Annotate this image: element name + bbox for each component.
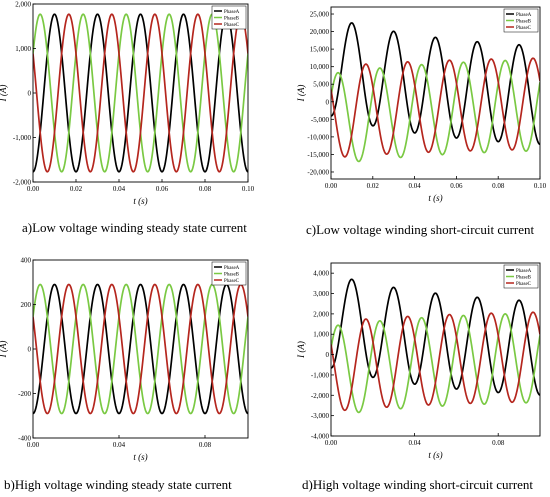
series-line-phasec	[33, 283, 248, 415]
legend-label-phaseb: PhaseB	[224, 16, 240, 21]
y-tick-label: 20,000	[310, 28, 330, 36]
x-tick-label: 0.00	[27, 185, 40, 193]
caption-c: c)Low voltage winding short-circuit curr…	[306, 222, 535, 237]
x-tick-label: 0.00	[27, 441, 40, 449]
plot-area	[33, 13, 248, 173]
plot-area	[33, 283, 248, 415]
plot-area	[331, 278, 540, 414]
series-line-phasea	[331, 22, 540, 146]
y-tick-label: 1,000	[15, 45, 31, 53]
y-tick-label: -1,000	[13, 134, 32, 142]
series-line-phasea	[33, 283, 248, 415]
legend-label-phasec: PhaseC	[224, 23, 240, 28]
y-tick-label: -1,000	[311, 371, 330, 379]
series-line-phasea	[33, 13, 248, 173]
legend-label-phasec: PhaseC	[224, 279, 240, 284]
x-tick-label: 0.00	[325, 439, 338, 447]
y-tick-label: 200	[21, 301, 32, 309]
y-tick-label: 0	[28, 90, 32, 98]
series-line-phasec	[33, 13, 248, 173]
y-tick-label: -2,000	[311, 392, 330, 400]
legend-label-phasec: PhaseC	[516, 26, 532, 31]
legend-label-phasea: PhaseA	[516, 13, 532, 18]
y-axis-label: I (A)	[0, 85, 8, 103]
x-tick-label: 0.04	[408, 182, 421, 190]
y-tick-label: 25,000	[310, 11, 330, 19]
legend-label-phasea: PhaseA	[224, 266, 240, 271]
y-tick-label: -10,000	[307, 133, 329, 141]
y-tick-label: -15,000	[307, 151, 329, 159]
x-tick-label: 0.08	[492, 182, 505, 190]
x-tick-label: 0.08	[492, 439, 505, 447]
y-tick-label: -2,000	[13, 179, 32, 187]
y-tick-label: -20,000	[307, 168, 329, 176]
x-tick-label: 0.06	[156, 185, 169, 193]
legend-label-phasea: PhaseA	[516, 269, 532, 274]
y-axis-label: I (A)	[0, 341, 8, 359]
y-tick-label: -400	[18, 435, 31, 443]
plot-frame	[330, 6, 541, 180]
x-tick-label: 0.04	[113, 441, 126, 449]
x-tick-label: 0.02	[367, 182, 380, 190]
y-tick-label: 0	[326, 351, 330, 359]
caption-a: a)Low voltage winding steady state curre…	[22, 220, 247, 235]
chart-c: 0.00 0.02 0.04 0.06 0.08 0.10 -20,000 -15,000 -1…	[296, 6, 547, 203]
x-axis-label: t (s)	[133, 452, 147, 462]
x-tick-label: 0.06	[450, 182, 463, 190]
y-axis-label: I (A)	[296, 341, 306, 359]
y-tick-label: 2,000	[313, 310, 329, 318]
x-tick-label: 0.08	[199, 441, 212, 449]
series-line-phasea	[331, 278, 540, 396]
x-axis-label: t (s)	[428, 450, 442, 460]
y-axis-label: I (A)	[296, 85, 306, 103]
caption-d: d)High voltage winding short-circuit cur…	[302, 477, 534, 492]
x-tick-label: 0.02	[70, 185, 83, 193]
plot-area	[331, 22, 540, 163]
chart-a: 0.00 0.02 0.04 0.06 0.08 0.10 -2,000 -1,000 0 1,0…	[0, 1, 255, 207]
legend-label-phaseb: PhaseB	[516, 19, 532, 24]
legend-label-phasea: PhaseA	[224, 10, 240, 15]
y-tick-label: 0	[326, 98, 330, 106]
plot-frame	[330, 262, 541, 437]
y-tick-label: 4,000	[313, 270, 329, 278]
x-axis-label: t (s)	[428, 193, 442, 203]
x-tick-label: 0.04	[113, 185, 126, 193]
y-tick-label: 5,000	[313, 81, 329, 89]
y-tick-label: -5,000	[311, 116, 330, 124]
y-tick-label: 15,000	[310, 46, 330, 54]
y-tick-label: 3,000	[313, 290, 329, 298]
caption-b: b)High voltage winding steady state curr…	[4, 477, 232, 492]
x-tick-label: 0.10	[534, 182, 547, 190]
y-tick-label: -200	[18, 390, 31, 398]
x-tick-label: 0.08	[199, 185, 212, 193]
y-tick-label: 0	[28, 346, 32, 354]
y-tick-label: 2,000	[15, 1, 31, 9]
y-tick-label: -3,000	[311, 412, 330, 420]
y-tick-label: 10,000	[310, 63, 330, 71]
series-line-phasec	[331, 57, 540, 158]
legend-label-phaseb: PhaseB	[224, 272, 240, 277]
legend-label-phaseb: PhaseB	[516, 275, 532, 280]
chart-d: 0.00 0.04 0.08 -4,000 -3,000 -2,000 -1,000 0 1,0…	[296, 262, 541, 460]
x-tick-label: 0.10	[242, 185, 255, 193]
legend-label-phasec: PhaseC	[516, 282, 532, 287]
y-tick-label: -4,000	[311, 433, 330, 441]
y-tick-label: 1,000	[313, 331, 329, 339]
chart-b: 0.00 0.04 0.08 -400 -200 0 200 400 t (s) I (A) Pha…	[0, 257, 249, 462]
x-tick-label: 0.04	[408, 439, 421, 447]
x-axis-label: t (s)	[133, 196, 147, 206]
y-tick-label: 400	[21, 257, 32, 265]
series-line-phasec	[331, 311, 540, 412]
x-tick-label: 0.00	[325, 182, 338, 190]
